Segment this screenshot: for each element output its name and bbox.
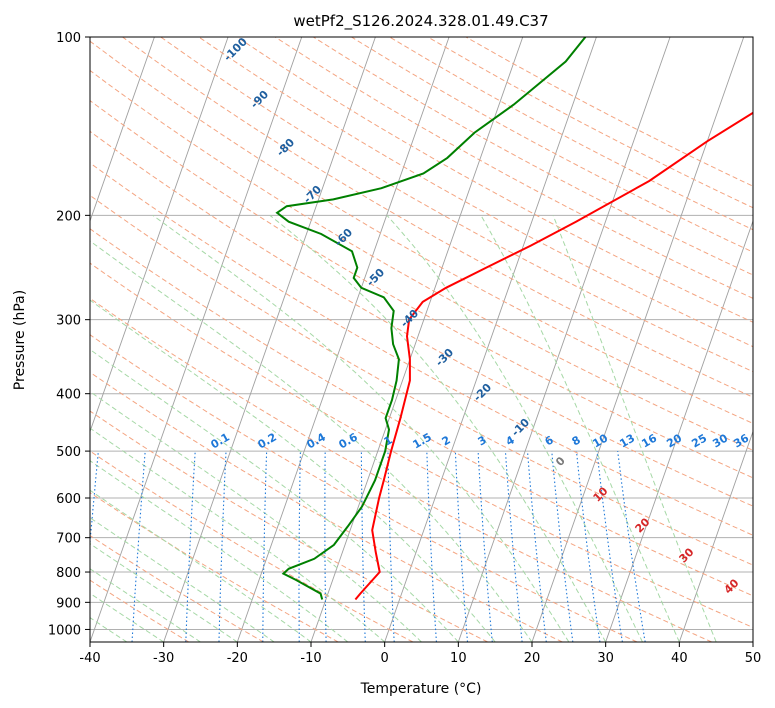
x-tick-label: -10 — [300, 651, 321, 666]
moist-adiabat-line — [480, 215, 680, 642]
isotherm-line — [90, 37, 229, 433]
dry-adiabat-line — [160, 37, 753, 373]
dry-adiabat-line — [90, 534, 264, 642]
axes-layer: -40 -30 -20 -10 0 10 20 30 40 50 100 200 300 400 500 60… — [48, 31, 761, 666]
isotherm-line — [457, 37, 671, 642]
moist-adiabat-line — [90, 543, 238, 642]
isotherm-line — [605, 219, 753, 642]
y-tick-label: 600 — [56, 492, 81, 507]
isotherm-line — [384, 37, 597, 642]
dry-adiabat-line — [236, 37, 753, 323]
dewpoint-profile-line — [275, 37, 587, 600]
x-tick-label: 40 — [671, 651, 688, 666]
x-tick-label: 0 — [381, 651, 389, 666]
y-tick-label: 200 — [56, 209, 81, 224]
dry-adiabat-line — [198, 37, 753, 348]
temperature-profile-line — [354, 111, 753, 601]
isotherm-line — [236, 37, 450, 642]
y-tick-label: 400 — [56, 388, 81, 403]
dry-adiabat-line — [90, 99, 753, 479]
moist-adiabat-line — [269, 214, 607, 642]
y-axis-label: Pressure (hPa) — [12, 290, 28, 390]
isotherm-line — [163, 37, 376, 642]
dry-adiabat-line — [90, 579, 190, 642]
x-tick-label: 30 — [597, 651, 614, 666]
y-tick-label: 500 — [56, 445, 81, 460]
y-tick-label: 900 — [56, 596, 81, 611]
x-tick-label: 50 — [745, 651, 762, 666]
moist-adiabat-line — [90, 427, 386, 642]
y-tick-label: 300 — [56, 314, 81, 329]
mixing-ratio-line — [477, 451, 493, 642]
dry-adiabat-line — [274, 37, 753, 299]
dry-adiabat-line — [90, 130, 753, 507]
isotherm-line — [678, 430, 753, 642]
dry-adiabat-line — [90, 262, 753, 629]
dry-adiabat-line — [90, 228, 753, 597]
dry-adiabat-line — [90, 371, 563, 642]
mixing-ratio-line — [504, 451, 523, 642]
mixing-ratio-line — [596, 451, 623, 642]
mixing-ratio-line — [90, 451, 99, 550]
x-tick-label: -30 — [153, 651, 174, 666]
moist-adiabat-line — [90, 592, 164, 642]
grid-layer — [90, 37, 753, 642]
moist-adiabat-line — [90, 391, 422, 642]
plot-frame — [89, 36, 754, 643]
mixing-ratio-line — [617, 451, 646, 642]
moist-adiabat-line — [90, 568, 201, 642]
y-tick-label: 700 — [56, 532, 81, 547]
x-tick-label: 10 — [450, 651, 467, 666]
isotherm-line — [310, 37, 524, 642]
isotherm-line — [531, 37, 745, 642]
x-tick-label: -20 — [227, 651, 248, 666]
isotherm-line — [90, 37, 155, 223]
moist-adiabat-line — [90, 348, 459, 642]
mixing-ratio-line — [526, 451, 547, 642]
x-axis-label: Temperature (°C) — [360, 681, 482, 697]
y-tick-label: 100 — [56, 31, 81, 46]
mixing-ratio-line — [551, 451, 574, 642]
dry-adiabat-line — [90, 410, 488, 642]
moist-adiabat-line — [552, 215, 717, 642]
chart-title: wetPf2_S126.2024.328.01.49.C37 — [293, 12, 548, 31]
series-layer — [275, 37, 753, 601]
dry-adiabat-line — [90, 334, 638, 642]
moist-adiabat-line — [90, 240, 533, 642]
dry-adiabat-line — [90, 162, 753, 536]
y-tick-label: 1000 — [48, 623, 81, 638]
moist-adiabat-line — [90, 299, 496, 642]
mixing-ratio-line — [575, 451, 601, 642]
y-tick-label: 800 — [56, 566, 81, 581]
moist-adiabat-line — [152, 214, 570, 642]
x-tick-label: 20 — [524, 651, 541, 666]
moist-adiabat-line — [386, 214, 643, 642]
moist-adiabat-line — [90, 489, 312, 642]
x-tick-label: -40 — [79, 651, 100, 666]
